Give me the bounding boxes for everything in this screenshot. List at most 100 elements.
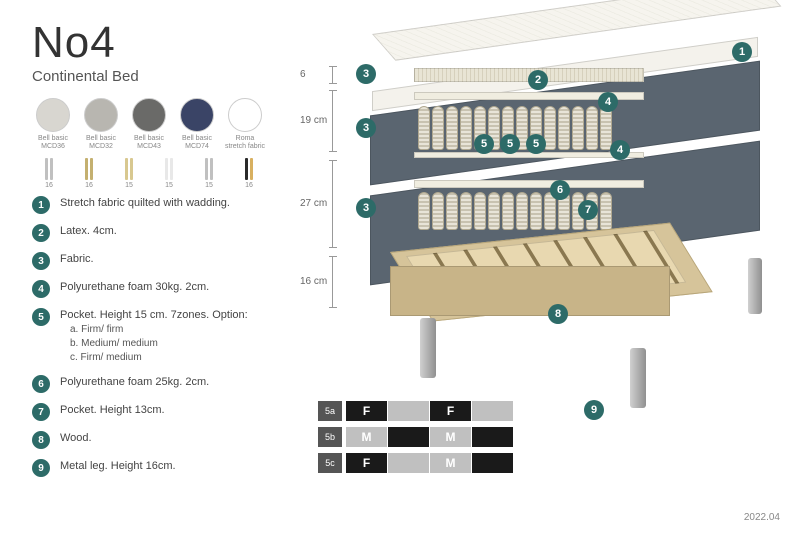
swatch-color [84, 98, 118, 132]
swatch-label: Bell basicMCD32 [86, 135, 116, 150]
legend-item: 6 Polyurethane foam 25kg. 2cm. [32, 375, 312, 393]
diagram-callout: 9 [584, 400, 604, 420]
product-title: No4 [32, 18, 116, 68]
diagram-callout: 4 [610, 140, 630, 160]
diagram-callout: 6 [550, 180, 570, 200]
dimension-line [332, 66, 333, 84]
firmness-label: 5a [318, 401, 342, 421]
legend-text: Polyurethane foam 25kg. 2cm. [60, 375, 209, 390]
swatch-label: Bell basicMCD74 [182, 135, 212, 150]
product-subtitle: Continental Bed [32, 68, 139, 85]
fabric-swatch: Romastretch fabric [224, 98, 266, 150]
fabric-swatch: Bell basicMCD74 [176, 98, 218, 150]
legend-item: 8 Wood. [32, 431, 312, 449]
leg-icon [238, 152, 260, 180]
legend-number: 4 [32, 280, 50, 298]
dimension-line [332, 90, 333, 152]
fabric-swatch: Bell basicMCD43 [128, 98, 170, 150]
diagram-callout: 5 [526, 134, 546, 154]
legend-number: 6 [32, 375, 50, 393]
legend-item: 9 Metal leg. Height 16cm. [32, 459, 312, 477]
diagram-callout: 1 [732, 42, 752, 62]
legend-number: 5 [32, 308, 50, 326]
firmness-label: 5b [318, 427, 342, 447]
leg-swatch: 16 [32, 152, 66, 189]
diagram-callout: 5 [500, 134, 520, 154]
dimension-line [332, 256, 333, 308]
legend-text: Pocket. Height 13cm. [60, 403, 165, 418]
legend-text: Wood. [60, 431, 92, 446]
diagram-callout: 2 [528, 70, 548, 90]
legend-subitem: b. Medium/ medium [60, 337, 248, 351]
leg-height-label: 16 [85, 182, 93, 189]
swatch-color [228, 98, 262, 132]
cut-foam-base [414, 180, 644, 188]
firmness-cell [388, 427, 430, 447]
leg-swatch: 15 [152, 152, 186, 189]
leg-swatches: 16 16 15 15 15 16 [32, 152, 266, 189]
firmness-cell [472, 401, 514, 421]
legend-text: Pocket. Height 15 cm. 7zones. Option:a. … [60, 308, 248, 365]
legend-number: 9 [32, 459, 50, 477]
fabric-swatch: Bell basicMCD36 [32, 98, 74, 150]
leg-swatch: 15 [112, 152, 146, 189]
legend-number: 3 [32, 252, 50, 270]
leg-swatch: 16 [232, 152, 266, 189]
legend-text: Latex. 4cm. [60, 224, 117, 239]
legend-list: 1 Stretch fabric quilted with wadding. 2 … [32, 196, 312, 487]
metal-leg [420, 318, 436, 378]
firmness-cell [388, 453, 430, 473]
swatch-label: Romastretch fabric [225, 135, 265, 150]
swatch-color [132, 98, 166, 132]
leg-icon [158, 152, 180, 180]
fabric-swatches: Bell basicMCD36 Bell basicMCD32 Bell bas… [32, 98, 266, 150]
firmness-row: 5bMM [318, 426, 514, 448]
metal-leg [748, 258, 762, 314]
date-stamp: 2022.04 [744, 512, 780, 523]
legend-number: 8 [32, 431, 50, 449]
leg-height-label: 16 [45, 182, 53, 189]
legend-item: 2 Latex. 4cm. [32, 224, 312, 242]
leg-height-label: 15 [125, 182, 133, 189]
legend-number: 2 [32, 224, 50, 242]
dimension-label: 27 cm [300, 198, 327, 209]
leg-swatch: 15 [192, 152, 226, 189]
leg-icon [78, 152, 100, 180]
firmness-row: 5cFM [318, 452, 514, 474]
diagram-callout: 4 [598, 92, 618, 112]
diagram-callout: 3 [356, 118, 376, 138]
legend-item: 4 Polyurethane foam 30kg. 2cm. [32, 280, 312, 298]
diagram-callout: 3 [356, 198, 376, 218]
fabric-swatch: Bell basicMCD32 [80, 98, 122, 150]
legend-item: 7 Pocket. Height 13cm. [32, 403, 312, 421]
legend-item: 3 Fabric. [32, 252, 312, 270]
legend-number: 1 [32, 196, 50, 214]
firmness-cell: M [346, 427, 388, 447]
firmness-cell: F [346, 401, 388, 421]
dimension-line [332, 160, 333, 248]
legend-text: Stretch fabric quilted with wadding. [60, 196, 230, 211]
diagram-callout: 3 [356, 64, 376, 84]
leg-height-label: 16 [245, 182, 253, 189]
legend-text: Metal leg. Height 16cm. [60, 459, 176, 474]
leg-height-label: 15 [165, 182, 173, 189]
swatch-label: Bell basicMCD43 [134, 135, 164, 150]
leg-icon [118, 152, 140, 180]
metal-leg [630, 348, 646, 408]
firmness-cell [472, 453, 514, 473]
swatch-label: Bell basicMCD36 [38, 135, 68, 150]
leg-icon [198, 152, 220, 180]
swatch-color [36, 98, 70, 132]
firmness-row: 5aFF [318, 400, 514, 422]
legend-subitem: a. Firm/ firm [60, 323, 248, 337]
swatch-color [180, 98, 214, 132]
firmness-cell: F [430, 401, 472, 421]
dimension-label: 16 cm [300, 276, 327, 287]
diagram-callout: 8 [548, 304, 568, 324]
firmness-cell: M [430, 427, 472, 447]
firmness-cell [388, 401, 430, 421]
leg-height-label: 15 [205, 182, 213, 189]
legend-number: 7 [32, 403, 50, 421]
diagram-callout: 7 [578, 200, 598, 220]
diagram-callout: 5 [474, 134, 494, 154]
